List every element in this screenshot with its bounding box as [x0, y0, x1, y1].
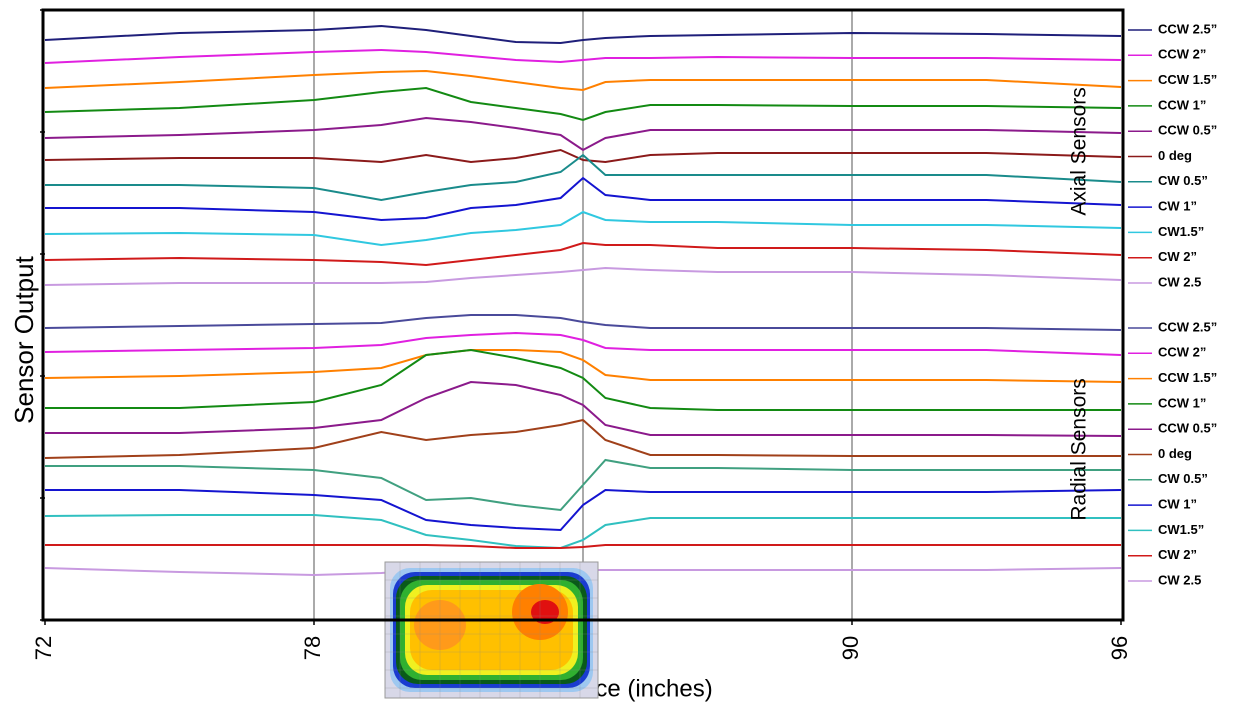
legend-label: CW 1”: [1158, 199, 1197, 214]
legend-label: CW 2”: [1158, 249, 1197, 264]
series-line: [44, 266, 1122, 286]
series-line: [44, 48, 1122, 64]
series-line: [44, 116, 1122, 152]
inset-grid: [385, 562, 598, 698]
x-tick-label: 90: [838, 636, 863, 660]
legend-label: CW 2.5: [1158, 274, 1201, 289]
series-line: [44, 241, 1122, 267]
series-line: [45, 176, 1122, 222]
legend-label: CCW 1”: [1158, 395, 1206, 410]
legend-label: CCW 2”: [1158, 47, 1206, 62]
x-tick-label: 78: [300, 636, 325, 660]
legend-label: CW1.5”: [1158, 224, 1204, 239]
series-line: [45, 380, 1122, 437]
legend-group-label: Radial Sensors: [1068, 378, 1091, 520]
legend-label: 0 deg: [1158, 446, 1192, 461]
series-line: [45, 348, 1121, 411]
series-line: [45, 153, 1122, 202]
legend-label: CW 1”: [1158, 497, 1197, 512]
series-line: [45, 544, 1121, 549]
legend-label: 0 deg: [1158, 148, 1192, 163]
series-line: [45, 458, 1121, 512]
series-line: [44, 349, 1122, 383]
series-line: [44, 210, 1122, 247]
y-axis-title: Sensor Output: [9, 255, 39, 423]
legend-label: CW 0.5”: [1158, 471, 1208, 486]
plot-frame: [41, 8, 1125, 622]
series-line: [44, 86, 1122, 122]
series-line: [44, 24, 1122, 45]
x-tick-label: 96: [1107, 636, 1132, 660]
x-tick-label: 72: [31, 636, 56, 660]
legend-group-label: Axial Sensors: [1068, 87, 1091, 215]
legend-label: CCW 1”: [1158, 97, 1206, 112]
legend-label: CCW 1.5”: [1158, 72, 1217, 87]
legend-label: CW1.5”: [1158, 522, 1204, 537]
legend-label: CW 2.5: [1158, 572, 1201, 587]
series-line: [44, 314, 1122, 331]
series-line: [44, 148, 1122, 164]
legend-label: CCW 0.5”: [1158, 421, 1217, 436]
series-line: [45, 488, 1122, 532]
contour-inset: [384, 561, 599, 699]
legend-label: CCW 2.5”: [1158, 21, 1217, 36]
legend-label: CCW 1.5”: [1158, 370, 1217, 385]
legend-label: CCW 0.5”: [1158, 123, 1217, 138]
legend-label: CCW 2”: [1158, 345, 1206, 360]
series-line: [44, 331, 1122, 356]
legend-label: CW 0.5”: [1158, 173, 1208, 188]
series-line: [44, 69, 1122, 92]
contour-peak: [531, 600, 559, 624]
legend-label: CW 2”: [1158, 547, 1197, 562]
legend-label: CCW 2.5”: [1158, 319, 1217, 334]
series-line: [44, 418, 1121, 459]
